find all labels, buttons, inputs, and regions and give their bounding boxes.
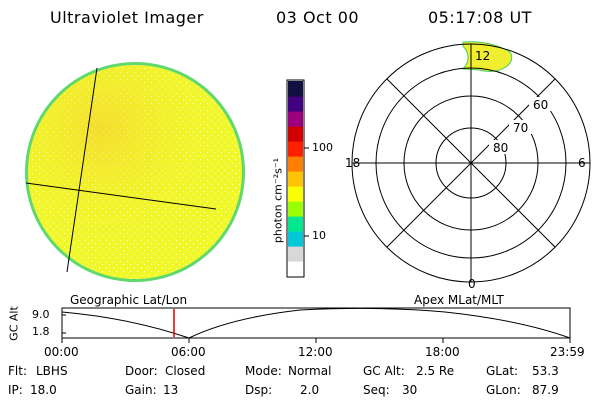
mode-value: Normal xyxy=(288,364,332,378)
colorbar-step xyxy=(288,216,303,232)
lat-label-70: 70 xyxy=(513,121,529,135)
altitude-curve xyxy=(61,307,571,339)
mode-label: Mode: xyxy=(245,364,282,378)
ip-value: 18.0 xyxy=(30,383,57,397)
apex-panel-label: Apex MLat/MLT xyxy=(414,293,504,307)
dsp-value: 2.0 xyxy=(300,383,320,397)
seq-value: 30 xyxy=(402,383,418,397)
lat-label-80: 80 xyxy=(493,141,509,155)
mlt-label-0: 0 xyxy=(468,277,476,291)
mlt-label-12: 12 xyxy=(475,49,491,63)
colorbar-step xyxy=(288,156,303,172)
gain-label: Gain: xyxy=(125,383,157,397)
disk-brightening xyxy=(28,65,242,279)
geographic-panel-label: Geographic Lat/Lon xyxy=(70,293,188,307)
colorbar-step xyxy=(288,231,303,247)
altitude-strip-frame xyxy=(61,307,571,339)
glat-value: 53.3 xyxy=(532,364,559,378)
colorbar-step xyxy=(288,201,303,217)
colorbar-step xyxy=(288,186,303,202)
lat-label-60-bg xyxy=(529,97,555,111)
time-tick-1200: 12:00 xyxy=(298,345,333,359)
altitude-tick-1.8: 1.8 xyxy=(32,325,50,338)
colorbar-step xyxy=(288,171,303,187)
gcalt-label: GC Alt: xyxy=(363,364,405,378)
observation-date: 03 Oct 00 xyxy=(276,8,360,27)
glat-label: GLat: xyxy=(486,364,519,378)
colorbar-tick-10: 10 xyxy=(312,229,326,242)
polar-diagonal-2 xyxy=(386,78,556,248)
colorbar-step xyxy=(288,141,303,157)
lat-label-60: 60 xyxy=(533,98,549,112)
glon-label: GLon: xyxy=(486,383,521,397)
colorbar-unit-label: photon cm⁻²s⁻¹ xyxy=(271,157,285,244)
time-tick-1800: 18:00 xyxy=(425,345,460,359)
colorbar-tick-100: 100 xyxy=(312,141,333,154)
gcalt-value: 2.5 Re xyxy=(416,364,455,378)
geographic-meridian-line xyxy=(66,67,98,273)
lat-label-70-bg xyxy=(509,120,535,134)
colorbar-step xyxy=(288,246,303,262)
mlt-label-top-bg xyxy=(472,48,492,62)
altitude-axis-label: GC Alt xyxy=(7,306,21,341)
door-label: Door: xyxy=(125,364,158,378)
door-value: Closed xyxy=(165,364,206,378)
altitude-strip-plot xyxy=(61,307,571,343)
colorbar-step xyxy=(288,126,303,142)
instrument-title: Ultraviolet Imager xyxy=(50,8,204,27)
flt-label: Flt: xyxy=(8,364,27,378)
observation-time: 05:17:08 UT xyxy=(428,8,532,27)
colorbar xyxy=(286,79,309,278)
colorbar-step xyxy=(288,81,303,97)
colorbar-step xyxy=(288,96,303,112)
altitude-tick-9: 9.0 xyxy=(32,308,50,321)
dsp-label: Dsp: xyxy=(245,383,273,397)
flt-value: LBHS xyxy=(36,364,68,378)
glon-value: 87.9 xyxy=(532,383,559,397)
lat-label-80-bg xyxy=(489,140,515,154)
seq-label: Seq: xyxy=(363,383,390,397)
polar-mlat-mlt-plot xyxy=(351,41,591,283)
geographic-latitude-line xyxy=(25,182,217,210)
colorbar-frame xyxy=(286,79,305,278)
earth-disk-image xyxy=(25,62,245,282)
mlt-label-6: 6 xyxy=(578,156,586,170)
time-tick-0000: 00:00 xyxy=(44,345,79,359)
colorbar-step xyxy=(288,111,303,127)
gain-value: 13 xyxy=(163,383,179,397)
time-tick-0600: 06:00 xyxy=(171,345,206,359)
colorbar-step xyxy=(288,261,303,277)
time-tick-2359: 23:59 xyxy=(550,345,585,359)
ip-label: IP: xyxy=(8,383,23,397)
mlt-label-18: 18 xyxy=(345,156,361,170)
